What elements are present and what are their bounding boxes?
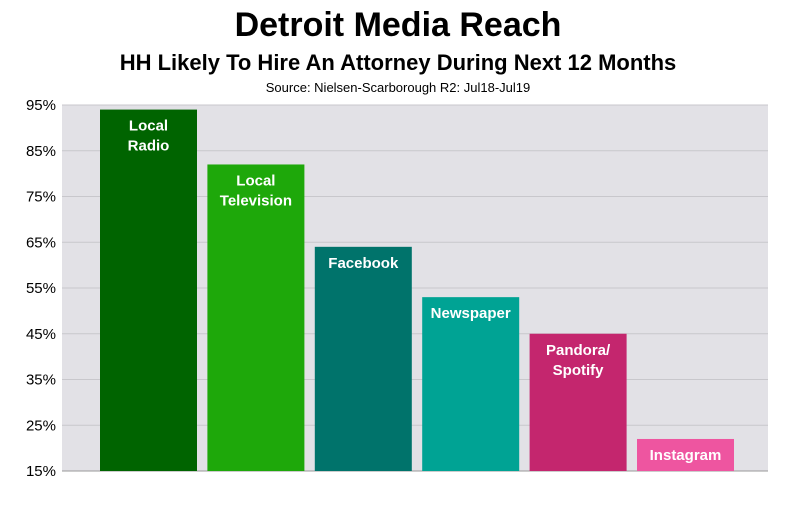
bar-label: Pandora/ [546,342,611,359]
bar-label: Television [220,192,292,209]
bar [314,246,412,471]
bar [207,164,305,471]
y-tick-label: 65% [26,234,56,251]
y-tick-label: 95% [26,97,56,114]
bar-label: Local [236,172,275,189]
bar-label: Instagram [650,447,722,464]
chart-subtitle: HH Likely To Hire An Attorney During Nex… [119,50,677,75]
y-tick-label: 75% [26,189,56,206]
bar [100,109,197,471]
bar [422,297,520,471]
chart-title: Detroit Media Reach [234,6,562,44]
y-tick-label: 25% [26,417,56,434]
y-tick-label: 35% [26,372,56,389]
bar-label: Local [129,118,168,135]
bar-label: Radio [128,138,170,155]
y-tick-label: 15% [26,463,56,480]
y-tick-label: 85% [26,143,56,160]
bar-label: Spotify [553,362,604,379]
y-tick-label: 55% [26,280,56,297]
chart-source: Source: Nielsen-Scarborough R2: Jul18-Ju… [265,80,531,95]
bar-label: Newspaper [431,305,511,322]
bar [637,438,734,471]
y-tick-label: 45% [26,326,56,343]
bar [529,333,627,471]
bar-label: Facebook [328,255,399,272]
